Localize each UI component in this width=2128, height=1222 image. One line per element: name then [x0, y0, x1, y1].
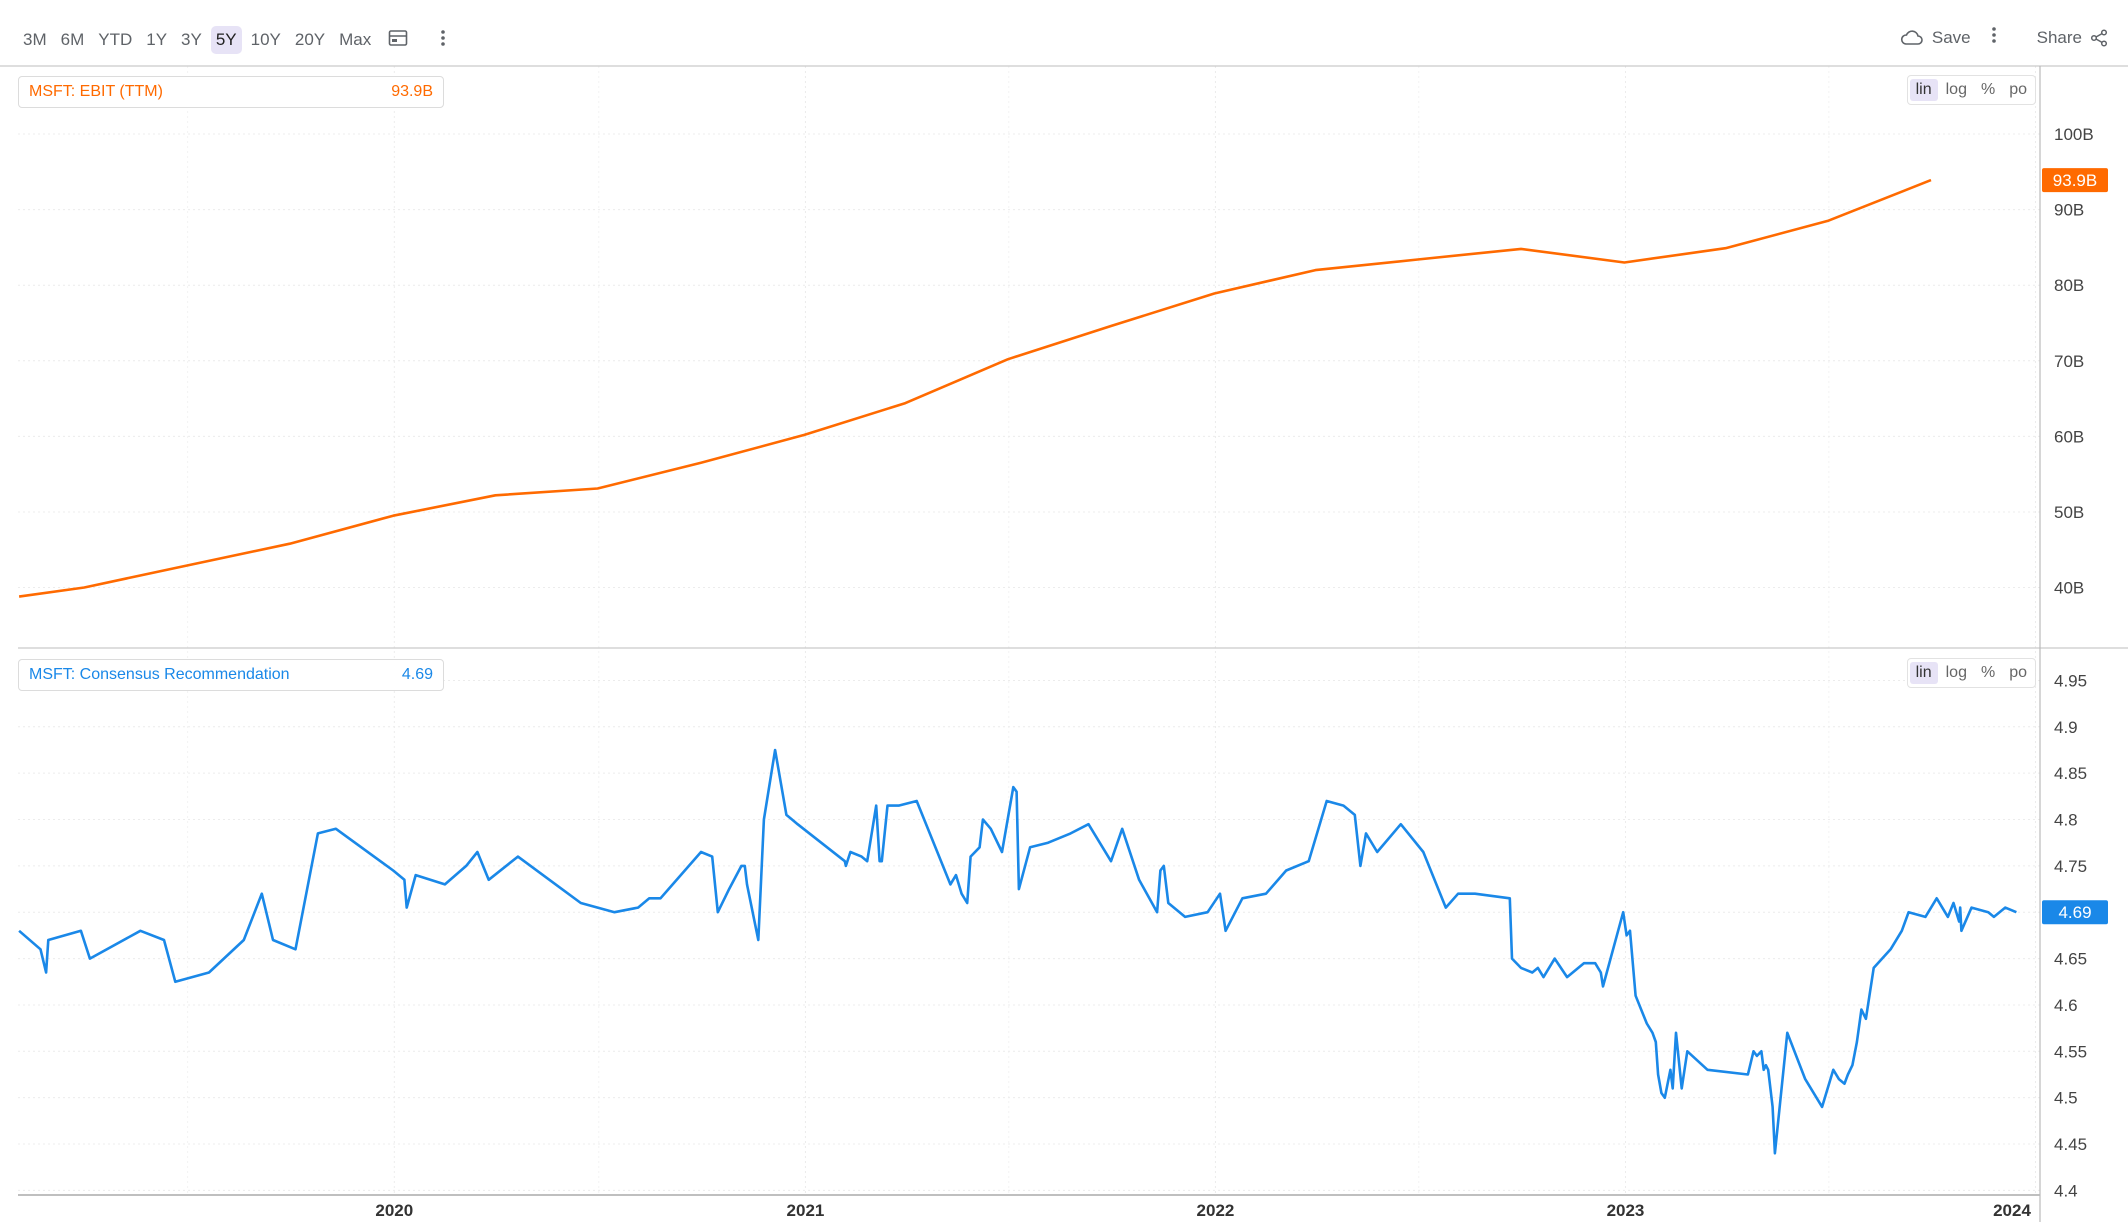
scale-log-button[interactable]: log — [1945, 81, 1967, 98]
share-icon — [2090, 28, 2108, 47]
y-tick-label: 4.6 — [2054, 996, 2078, 1015]
legend-consensus-value: 4.69 — [401, 666, 433, 683]
series-line-ebit — [18, 178, 1932, 598]
share-button[interactable]: Share — [2037, 28, 2108, 48]
legend-ebit-name: MSFT: EBIT (TTM) — [29, 83, 163, 100]
y-tick-label: 90B — [2054, 201, 2084, 220]
save-options-icon[interactable] — [1991, 26, 1997, 49]
calendar-icon[interactable] — [388, 29, 408, 52]
save-label: Save — [1931, 27, 1971, 47]
cloud-icon — [1900, 29, 1923, 45]
x-tick-label: 2023 — [1607, 1201, 1645, 1220]
legend-consensus-name: MSFT: Consensus Recommendation — [29, 666, 290, 683]
y-tick-label: 4.55 — [2054, 1042, 2087, 1061]
y-tick-label: 4.75 — [2054, 857, 2087, 876]
share-label: Share — [2036, 27, 2082, 47]
y-tick-label: 4.85 — [2054, 764, 2087, 783]
last-value-label: 93.9B — [2053, 171, 2097, 190]
range-6m-button[interactable]: 6M — [60, 30, 85, 49]
range-3m-button[interactable]: 3M — [23, 30, 47, 49]
scale-po-button[interactable]: po — [2009, 664, 2027, 681]
y-tick-label: 4.4 — [2054, 1181, 2078, 1200]
scale-lin-button[interactable]: lin — [1909, 662, 1938, 684]
scale-selector-top: lin log % po — [1906, 75, 2036, 105]
legend-ebit[interactable]: MSFT: EBIT (TTM) 93.9B — [18, 76, 444, 108]
range-10y-button[interactable]: 10Y — [250, 30, 281, 49]
y-tick-label: 4.8 — [2054, 811, 2078, 830]
more-vertical-icon[interactable] — [440, 29, 446, 52]
y-tick-label: 70B — [2054, 352, 2084, 371]
y-tick-label: 4.65 — [2054, 950, 2087, 969]
y-tick-label: 4.95 — [2054, 671, 2087, 690]
legend-consensus[interactable]: MSFT: Consensus Recommendation 4.69 — [18, 659, 444, 691]
toolbar: 3M 6M YTD 1Y 3Y 5Y 10Y 20Y Max Save Shar… — [0, 0, 2128, 80]
series-line-consensus — [18, 748, 2017, 1155]
range-3y-button[interactable]: 3Y — [181, 30, 202, 49]
last-value-label: 4.69 — [2058, 903, 2091, 922]
toolbar-actions: Save Share — [1900, 26, 2108, 49]
y-tick-label: 80B — [2054, 276, 2084, 295]
time-range-selector: 3M 6M YTD 1Y 3Y 5Y 10Y 20Y Max — [18, 26, 446, 54]
range-1y-button[interactable]: 1Y — [146, 30, 168, 49]
scale-percent-button[interactable]: % — [1980, 81, 1996, 98]
last-value-badge — [2042, 168, 2108, 193]
range-max-button[interactable]: Max — [339, 30, 372, 49]
range-20y-button[interactable]: 20Y — [294, 30, 326, 49]
save-button[interactable]: Save — [1900, 28, 1971, 48]
x-tick-label: 2022 — [1197, 1201, 1235, 1220]
scale-log-button[interactable]: log — [1945, 664, 1967, 681]
y-tick-label: 60B — [2054, 427, 2084, 446]
scale-percent-button[interactable]: % — [1980, 664, 1996, 681]
last-value-badge — [2042, 900, 2108, 925]
y-tick-label: 4.9 — [2054, 718, 2078, 737]
y-tick-label: 50B — [2054, 503, 2084, 522]
range-ytd-button[interactable]: YTD — [98, 30, 133, 49]
x-tick-label: 2024 — [1993, 1201, 2031, 1220]
x-tick-label: 2021 — [787, 1201, 825, 1220]
y-tick-label: 100B — [2054, 125, 2094, 144]
y-tick-label: 40B — [2054, 579, 2084, 598]
range-5y-button[interactable]: 5Y — [210, 26, 242, 54]
scale-po-button[interactable]: po — [2009, 81, 2027, 98]
legend-ebit-value: 93.9B — [391, 83, 433, 100]
y-tick-label: 4.5 — [2054, 1089, 2078, 1108]
scale-selector-bottom: lin log % po — [1906, 658, 2036, 688]
scale-lin-button[interactable]: lin — [1909, 79, 1938, 101]
y-tick-label: 4.45 — [2054, 1135, 2087, 1154]
x-tick-label: 2020 — [375, 1201, 413, 1220]
